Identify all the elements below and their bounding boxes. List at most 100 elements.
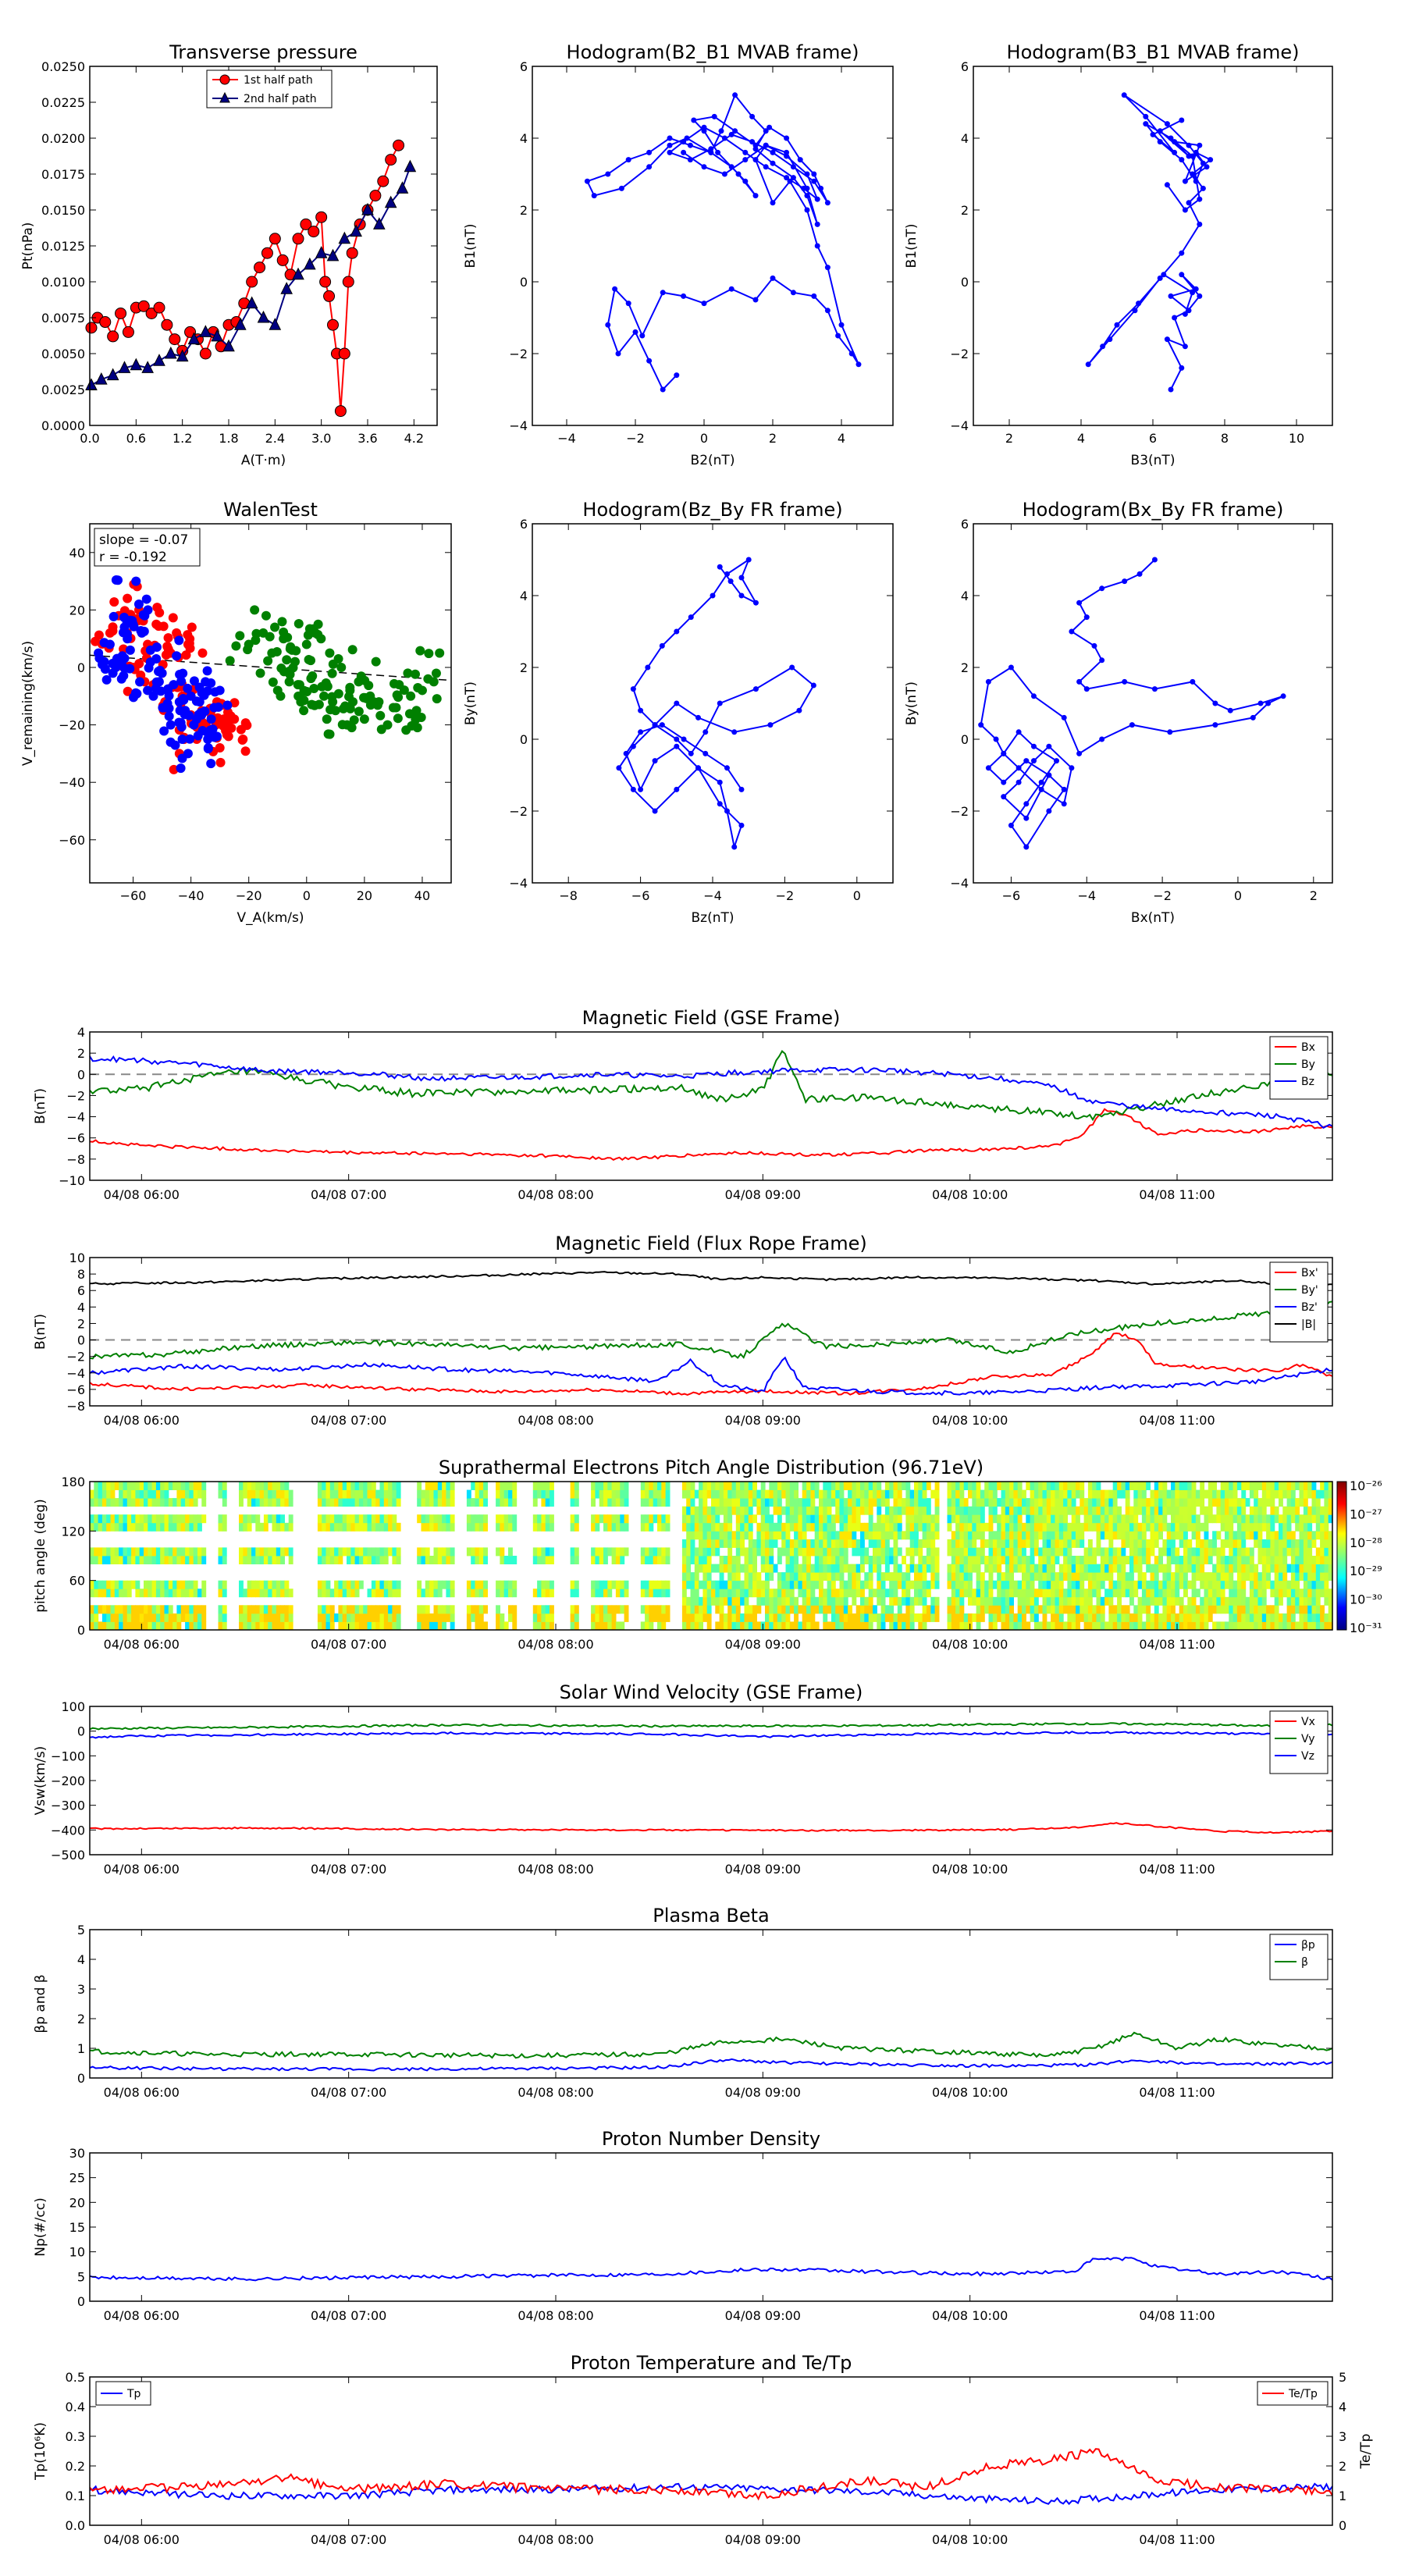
hodogram-b3-b1-series-0-point [1114, 322, 1120, 328]
magnetic-field-fr-ytick-label: 6 [77, 1283, 85, 1298]
pitch-angle-cell [1261, 1580, 1267, 1589]
pitch-angle-cell [868, 1531, 873, 1540]
pitch-angle-cell [247, 1556, 252, 1564]
pitch-angle-cell [819, 1539, 823, 1548]
pitch-angle-cell [383, 1514, 389, 1524]
pitch-angle-cell [247, 1498, 252, 1507]
pitch-angle-cell [1096, 1589, 1101, 1598]
pitch-angle-cell [197, 1522, 202, 1532]
pitch-angle-cell [926, 1514, 931, 1524]
pitch-angle-cell [371, 1556, 376, 1564]
pitch-angle-cell [624, 1613, 629, 1622]
pitch-angle-cell [852, 1522, 857, 1532]
pitch-angle-cell [185, 1522, 190, 1532]
pitch-angle-cell [329, 1522, 335, 1532]
pitch-angle-cell [852, 1514, 857, 1524]
pitch-angle-cell [193, 1489, 198, 1499]
pitch-angle-cell [135, 1613, 140, 1622]
pitch-angle-cell [325, 1514, 331, 1524]
walen-test-series-2-point [306, 656, 316, 666]
walen-test-series-2-point [301, 639, 311, 649]
magnetic-field-gse-xtick-label: 04/08 07:00 [311, 1187, 386, 1202]
magnetic-field-fr-series-0-line [89, 1332, 1333, 1396]
hodogram-bz-by-series-0-point [674, 628, 680, 635]
pitch-angle-cell [317, 1605, 322, 1614]
pitch-angle-cell [959, 1498, 965, 1507]
pitch-angle-cell [880, 1580, 886, 1589]
pitch-angle-cell [819, 1605, 823, 1614]
pitch-angle-cell [239, 1514, 244, 1524]
pitch-angle-cell [1232, 1564, 1238, 1573]
pitch-angle-cell [259, 1621, 265, 1631]
pitch-angle-cell [864, 1556, 870, 1564]
pitch-angle-cell [1009, 1531, 1014, 1540]
walen-test-series-2-point [410, 669, 420, 679]
pitch-angle-cell [918, 1522, 923, 1532]
pitch-angle-cell [1220, 1572, 1225, 1582]
pitch-angle-cell [802, 1514, 807, 1524]
pitch-angle-cell [802, 1621, 807, 1631]
pitch-angle-cell [599, 1589, 604, 1598]
pitch-angle-cell [139, 1522, 144, 1532]
pitch-angle-cell [421, 1489, 426, 1499]
pitch-angle-cell [756, 1531, 762, 1540]
pitch-angle-cell [657, 1589, 662, 1598]
hodogram-bx-by-series-0-point [1280, 693, 1286, 699]
pitch-angle-cell [706, 1531, 712, 1540]
pitch-angle-cell [160, 1605, 165, 1614]
pitch-angle-cell [466, 1547, 471, 1557]
pitch-angle-cell [1137, 1613, 1143, 1622]
pitch-angle-cell [1133, 1589, 1139, 1598]
pitch-angle-cell [263, 1489, 269, 1499]
pitch-angle-cell [1117, 1522, 1122, 1532]
pitch-angle-cell [1282, 1621, 1288, 1631]
walen-test-series-1-point [165, 720, 176, 730]
hodogram-b3-b1-series-0-point [1193, 178, 1199, 184]
pitch-angle-cell [723, 1506, 728, 1515]
pitch-angle-cell [715, 1596, 720, 1606]
hodogram-bz-by-series-0-point [630, 786, 636, 792]
pitch-angle-cell [1195, 1489, 1200, 1499]
pitch-angle-cell [657, 1547, 662, 1557]
pitch-angle-cell [442, 1482, 446, 1490]
pitch-angle-cell [777, 1596, 782, 1606]
pitch-angle-cell [139, 1613, 144, 1622]
pitch-angle-cell [1146, 1605, 1151, 1614]
pitch-angle-cell [686, 1522, 692, 1532]
pitch-angle-cell [1058, 1531, 1064, 1540]
pitch-angle-cell [864, 1580, 870, 1589]
pitch-angle-cell [478, 1514, 484, 1524]
pitch-angle-cell [884, 1522, 890, 1532]
pitch-angle-cell [1320, 1514, 1325, 1524]
pitch-angle-cell [1055, 1556, 1060, 1564]
pitch-angle-cell [1254, 1498, 1259, 1507]
pitch-angle-cell [823, 1514, 828, 1524]
pitch-angle-cell [781, 1589, 787, 1598]
pitch-angle-cell [1112, 1605, 1118, 1614]
pitch-angle-cell [1261, 1589, 1267, 1598]
transverse-pressure-xtick-label: 3.6 [357, 431, 377, 446]
hodogram-b3-b1-series-0-point [1186, 308, 1192, 314]
pitch-angle-cell [222, 1605, 227, 1614]
pitch-angle-cell [1076, 1572, 1080, 1582]
pitch-angle-cell [148, 1522, 153, 1532]
pitch-angle-cell [446, 1498, 451, 1507]
pitch-angle-cell [702, 1580, 708, 1589]
proton-temperature-xtick-label: 04/08 09:00 [725, 2532, 801, 2547]
pitch-angle-cell [334, 1580, 339, 1589]
pitch-angle-cell [744, 1621, 749, 1631]
pitch-angle-cell [1266, 1531, 1271, 1540]
pitch-angle-cell [1030, 1522, 1035, 1532]
pitch-angle-cell [686, 1580, 692, 1589]
pitch-angle-cell [773, 1564, 778, 1573]
pitch-angle-cell [988, 1621, 994, 1631]
pitch-angle-cell [1191, 1522, 1197, 1532]
pitch-angle-cell [1117, 1580, 1122, 1589]
pitch-angle-cell [653, 1613, 658, 1622]
pitch-angle-cell [471, 1482, 476, 1490]
pitch-angle-cell [843, 1539, 848, 1548]
pitch-angle-cell [615, 1580, 621, 1589]
pitch-angle-cell [1320, 1482, 1325, 1490]
pitch-angle-cell [810, 1482, 816, 1490]
pitch-angle-cell [959, 1514, 965, 1524]
